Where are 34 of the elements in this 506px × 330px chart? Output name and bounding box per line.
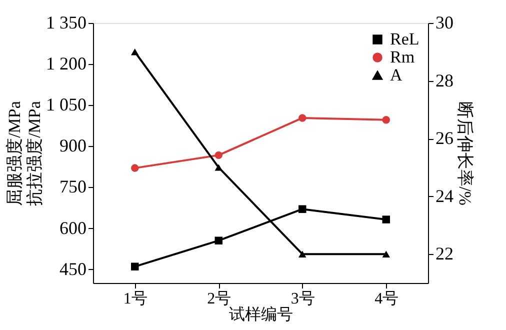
point	[298, 250, 306, 258]
x-axis-title: 试样编号	[229, 306, 293, 324]
x-tick-label: 3号	[290, 290, 315, 308]
y-tick-label: 1 200	[46, 54, 86, 74]
x-tick-label: 2号	[207, 290, 232, 308]
point	[214, 151, 222, 160]
y2-tick-label: 26	[436, 128, 454, 148]
y-tick-label: 450	[60, 258, 86, 279]
point	[382, 216, 390, 224]
y2-tick-label: 22	[436, 244, 454, 264]
y-axis-title: 屈服强度/MPa 抗拉强度/MPa	[5, 100, 44, 206]
point	[131, 262, 139, 270]
point	[131, 164, 139, 172]
x-tick-label: 4号	[374, 290, 399, 308]
legend-label: ReL	[390, 30, 420, 48]
point	[214, 236, 222, 244]
legend-label: A	[390, 66, 403, 84]
y-tick-label: 600	[60, 218, 86, 238]
y2-tick-label: 28	[436, 70, 454, 90]
point	[382, 250, 390, 258]
point	[131, 48, 139, 56]
point	[382, 116, 390, 124]
point	[298, 114, 306, 122]
y2-axis-title: 断后伸长率/%	[456, 102, 474, 206]
point	[214, 164, 222, 171]
y2-tick-label: 30	[436, 12, 454, 32]
y2-tick-label: 24	[436, 186, 454, 206]
point	[298, 205, 306, 213]
y-tick-label: 750	[60, 176, 86, 197]
y-tick-label: 1 050	[46, 94, 86, 115]
y-tick-label: 900	[60, 136, 86, 156]
y-tick-label: 1 350	[46, 12, 86, 32]
x-tick-label: 1号	[123, 290, 148, 308]
legend-label: Rm	[390, 48, 415, 66]
